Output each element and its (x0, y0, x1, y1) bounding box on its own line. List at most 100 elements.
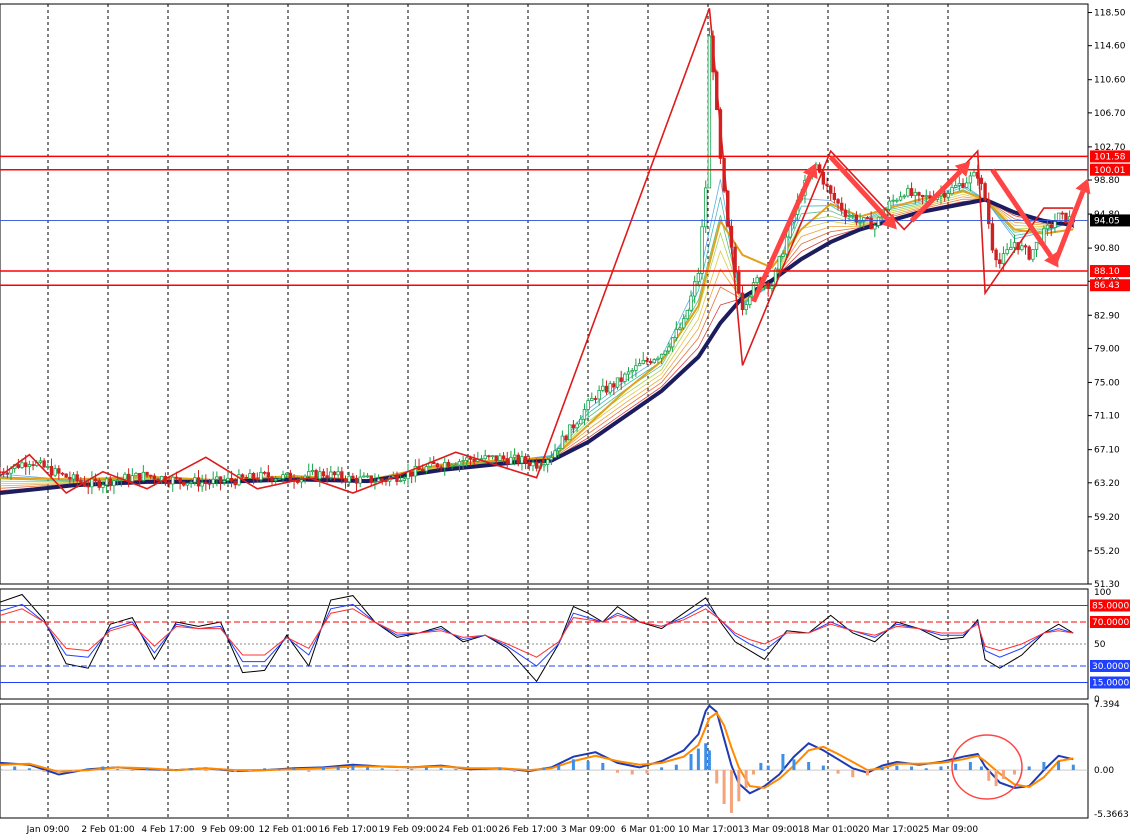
candle-body (501, 455, 506, 459)
osc-level-label: 85.0000 (1092, 602, 1129, 612)
macd-hist-bar (233, 770, 237, 772)
candle-body (1009, 246, 1013, 251)
current-price-tag-bg (1090, 214, 1130, 227)
candle-body (97, 480, 101, 488)
macd-hist-bar (707, 750, 711, 771)
candle-body (832, 192, 837, 200)
pane-border-2 (0, 588, 1089, 700)
macd-hist-bar (1027, 766, 1031, 771)
candle-body (667, 346, 671, 352)
candle-body (296, 481, 300, 483)
trend-arrow-shaft (990, 168, 1053, 258)
candle-body (840, 202, 844, 211)
candle-body (108, 478, 112, 487)
candle-body (766, 283, 770, 290)
candle-body (409, 471, 414, 477)
trend-arrow-shaft (909, 169, 963, 223)
macd-hist-bar (766, 765, 770, 771)
candle-body (906, 188, 910, 197)
price-tick-label: 59.20 (1094, 513, 1120, 523)
candle-body (597, 390, 601, 400)
candle-body (152, 475, 157, 480)
macd-hist-bar (586, 761, 590, 771)
macd-hist-bar (968, 762, 972, 771)
candle-body (516, 454, 520, 464)
macd-hist-bar (13, 766, 17, 771)
macd-hist-bar (715, 770, 719, 784)
candle-body (862, 217, 866, 222)
candle-body (318, 471, 322, 480)
macd-hist-bar (807, 762, 811, 771)
candle-body (20, 462, 24, 468)
candle-body (858, 220, 862, 223)
macd-hist-bar (101, 766, 105, 771)
candle-body (5, 472, 10, 475)
price-tick-label: 63.20 (1094, 479, 1120, 489)
trend-arrow-head (1044, 251, 1059, 268)
candle-body (1034, 241, 1039, 250)
macd-hist-bar (744, 770, 748, 788)
osc-level-tag-bg (1090, 660, 1130, 672)
price-tick-label: 118.50 (1094, 9, 1126, 19)
macd-hist-bar (307, 770, 311, 772)
macd-hist-bar (1012, 770, 1016, 775)
osc-tick-label: 100 (1094, 588, 1111, 598)
price-tick-label: 114.60 (1094, 42, 1126, 52)
candle-body (288, 472, 293, 481)
candle-body (601, 385, 605, 391)
candle-body (531, 461, 535, 467)
macd-hist-bar (781, 753, 785, 771)
macd-hist-bar (542, 767, 546, 771)
candle-body (336, 471, 340, 476)
candle-body (784, 236, 789, 255)
price-level-tag-bg (1090, 150, 1130, 163)
osc-tick-label: 0 (1094, 695, 1100, 705)
macd-hist-bar (571, 759, 575, 771)
macd-hist-bar (454, 769, 458, 771)
candle-body (641, 359, 645, 364)
x-tick-label: 13 Mar 09:00 (738, 825, 798, 835)
macd-hist-bar (924, 768, 928, 771)
candle-body (737, 271, 741, 294)
macd-hist-bar (116, 769, 120, 771)
macd-hist-bar (616, 770, 620, 773)
macd-hist-bar (263, 768, 267, 771)
candle-body (707, 35, 712, 189)
candle-body (53, 468, 57, 476)
candle-body (637, 363, 642, 367)
candle-body (983, 183, 987, 201)
macd-hist-bar (483, 769, 487, 771)
candle-body (656, 357, 660, 360)
candle-body (454, 464, 458, 467)
candle-body (57, 468, 61, 474)
macd-hist-bar (630, 770, 634, 775)
candle-body (505, 458, 509, 465)
candle-body (347, 475, 351, 483)
x-tick-label: 12 Feb 01:00 (258, 825, 317, 835)
candle-body (424, 466, 429, 472)
candle-body (439, 466, 443, 469)
candle-body (909, 188, 914, 196)
candle-body (652, 359, 656, 364)
current-price-label: 94.05 (1094, 216, 1120, 226)
candle-body (222, 480, 226, 483)
candle-body (895, 199, 899, 202)
candle-body (924, 195, 928, 198)
candle-body (586, 400, 590, 410)
macd-hist-bar (498, 768, 502, 771)
candle-body (1049, 224, 1053, 229)
macd-hist-bar (321, 767, 325, 771)
candle-body (659, 353, 664, 359)
macd-hist-bar (895, 765, 899, 771)
candle-body (149, 474, 153, 477)
price-level-tag: 88.10 (1090, 265, 1130, 278)
candle-body (398, 480, 403, 482)
candle-body (648, 361, 653, 364)
macd-tick-label: 0.00 (1094, 766, 1114, 776)
price-tick-label: 102.70 (1094, 143, 1126, 153)
candle-body (251, 473, 256, 480)
macd-hist-bar (366, 767, 370, 771)
osc-level-label: 70.0000 (1092, 618, 1129, 628)
macd-hist-bar (174, 769, 178, 771)
